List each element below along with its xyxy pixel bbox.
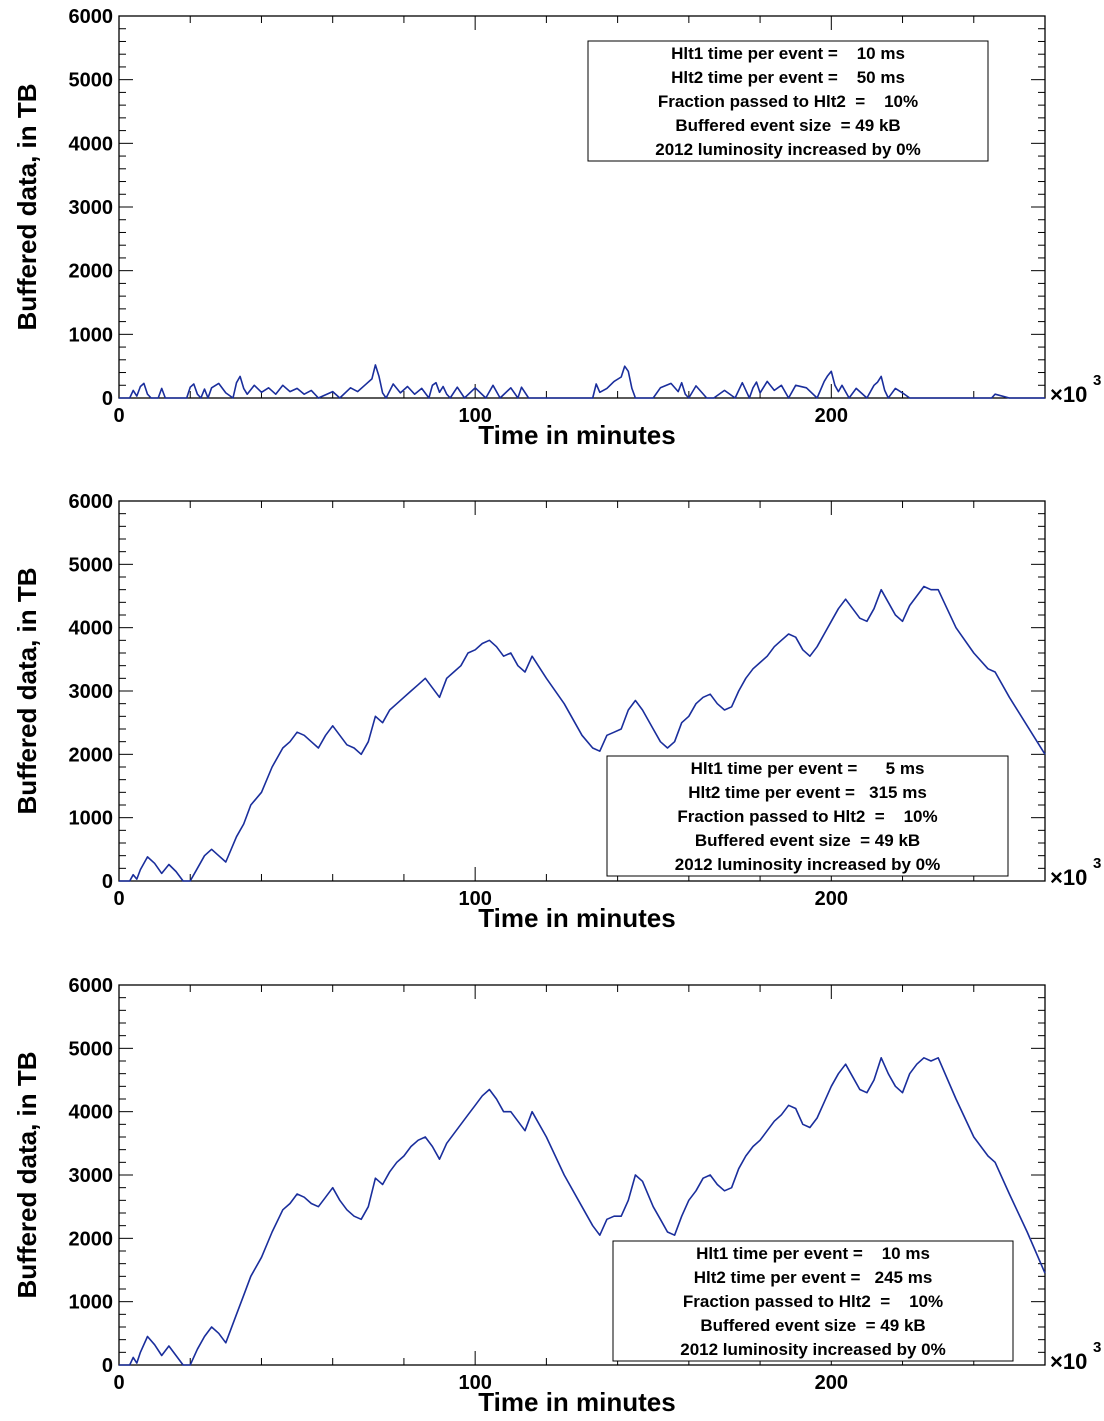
annotation-frame — [612, 1240, 1014, 1362]
annotation-line: Hlt1 time per event = 5 ms — [691, 759, 925, 778]
x-tick-label: 100 — [458, 888, 491, 910]
annotation-line: 2012 luminosity increased by 0% — [655, 140, 921, 159]
x-multiplier-label: ×10 — [1050, 1349, 1087, 1374]
x-tick-label: 200 — [815, 405, 848, 427]
y-tick-label: 5000 — [69, 1038, 114, 1060]
annotation-line: 2012 luminosity increased by 0% — [675, 855, 941, 874]
annotation-line: Hlt2 time per event = 50 ms — [671, 68, 905, 87]
y-tick-label: 4000 — [69, 618, 114, 640]
x-tick-label: 0 — [113, 888, 124, 910]
series-line — [119, 585, 1046, 882]
y-tick-label: 3000 — [69, 197, 114, 219]
y-tick-label: 5000 — [69, 70, 114, 92]
x-tick-label: 200 — [815, 1372, 848, 1394]
y-tick-label: 6000 — [69, 491, 114, 513]
series-line — [119, 1057, 1046, 1366]
annotation-line: Buffered event size = 49 kB — [700, 1316, 925, 1335]
y-axis-title: Buffered data, in TB — [12, 83, 42, 330]
y-tick-label: 1000 — [69, 324, 114, 346]
x-multiplier-label: ×10 — [1050, 382, 1087, 407]
annotation-line: Buffered event size = 49 kB — [695, 831, 920, 850]
y-tick-label: 0 — [102, 388, 113, 410]
series-line — [119, 364, 1045, 399]
annotation-line: 2012 luminosity increased by 0% — [680, 1340, 946, 1359]
x-tick-label: 100 — [458, 405, 491, 427]
annotation-box: Hlt1 time per event = 10 ms Hlt2 time per… — [612, 1240, 1014, 1362]
panel-2: 0 1000 2000 3000 4000 5000 6000 0 100 200 ×10 3 Time… — [12, 491, 1101, 933]
x-multiplier-exponent: 3 — [1093, 855, 1101, 872]
annotation-line: Buffered event size = 49 kB — [675, 116, 900, 135]
y-tick-label: 3000 — [69, 681, 114, 703]
panel-3: 0 1000 2000 3000 4000 5000 6000 0 100 200 ×10 3 Time… — [12, 975, 1101, 1417]
y-tick-label: 2000 — [69, 1228, 114, 1250]
y-axis-title: Buffered data, in TB — [12, 1051, 42, 1298]
y-tick-label: 2000 — [69, 744, 114, 766]
annotation-line: Hlt1 time per event = 10 ms — [696, 1244, 930, 1263]
y-tick-label: 0 — [102, 1355, 113, 1377]
y-tick-label: 3000 — [69, 1165, 114, 1187]
y-tick-label: 4000 — [69, 1102, 114, 1124]
x-axis-title: Time in minutes — [478, 903, 675, 933]
x-axis-title: Time in minutes — [478, 1387, 675, 1417]
annotation-frame — [587, 40, 989, 162]
y-tick-label: 4000 — [69, 133, 114, 155]
annotation-box: Hlt1 time per event = 5 ms Hlt2 time per … — [606, 755, 1009, 877]
x-tick-label: 200 — [815, 888, 848, 910]
y-tick-label: 6000 — [69, 6, 114, 28]
x-axis-title: Time in minutes — [478, 420, 675, 450]
x-tick-label: 0 — [113, 1372, 124, 1394]
annotation-line: Fraction passed to Hlt2 = 10% — [677, 807, 937, 826]
y-tick-label: 5000 — [69, 554, 114, 576]
x-multiplier-exponent: 3 — [1093, 1339, 1101, 1356]
y-tick-label: 1000 — [69, 1292, 114, 1314]
annotation-line: Hlt1 time per event = 10 ms — [671, 44, 905, 63]
x-tick-label: 100 — [458, 1372, 491, 1394]
y-tick-label: 6000 — [69, 975, 114, 997]
annotation-line: Fraction passed to Hlt2 = 10% — [658, 92, 918, 111]
annotation-frame — [606, 755, 1009, 877]
y-tick-label: 2000 — [69, 261, 114, 283]
y-tick-label: 0 — [102, 871, 113, 893]
y-tick-label: 1000 — [69, 808, 114, 830]
x-multiplier-label: ×10 — [1050, 865, 1087, 890]
annotation-line: Hlt2 time per event = 245 ms — [694, 1268, 933, 1287]
panel-1: 0 1000 2000 3000 4000 5000 6000 0 100 200 ×10 3 Time… — [12, 6, 1101, 450]
annotation-line: Hlt2 time per event = 315 ms — [688, 783, 927, 802]
x-tick-label: 0 — [113, 405, 124, 427]
annotation-line: Fraction passed to Hlt2 = 10% — [683, 1292, 943, 1311]
x-multiplier-exponent: 3 — [1093, 372, 1101, 389]
annotation-box: Hlt1 time per event = 10 ms Hlt2 time per… — [587, 40, 989, 162]
y-axis-title: Buffered data, in TB — [12, 567, 42, 814]
